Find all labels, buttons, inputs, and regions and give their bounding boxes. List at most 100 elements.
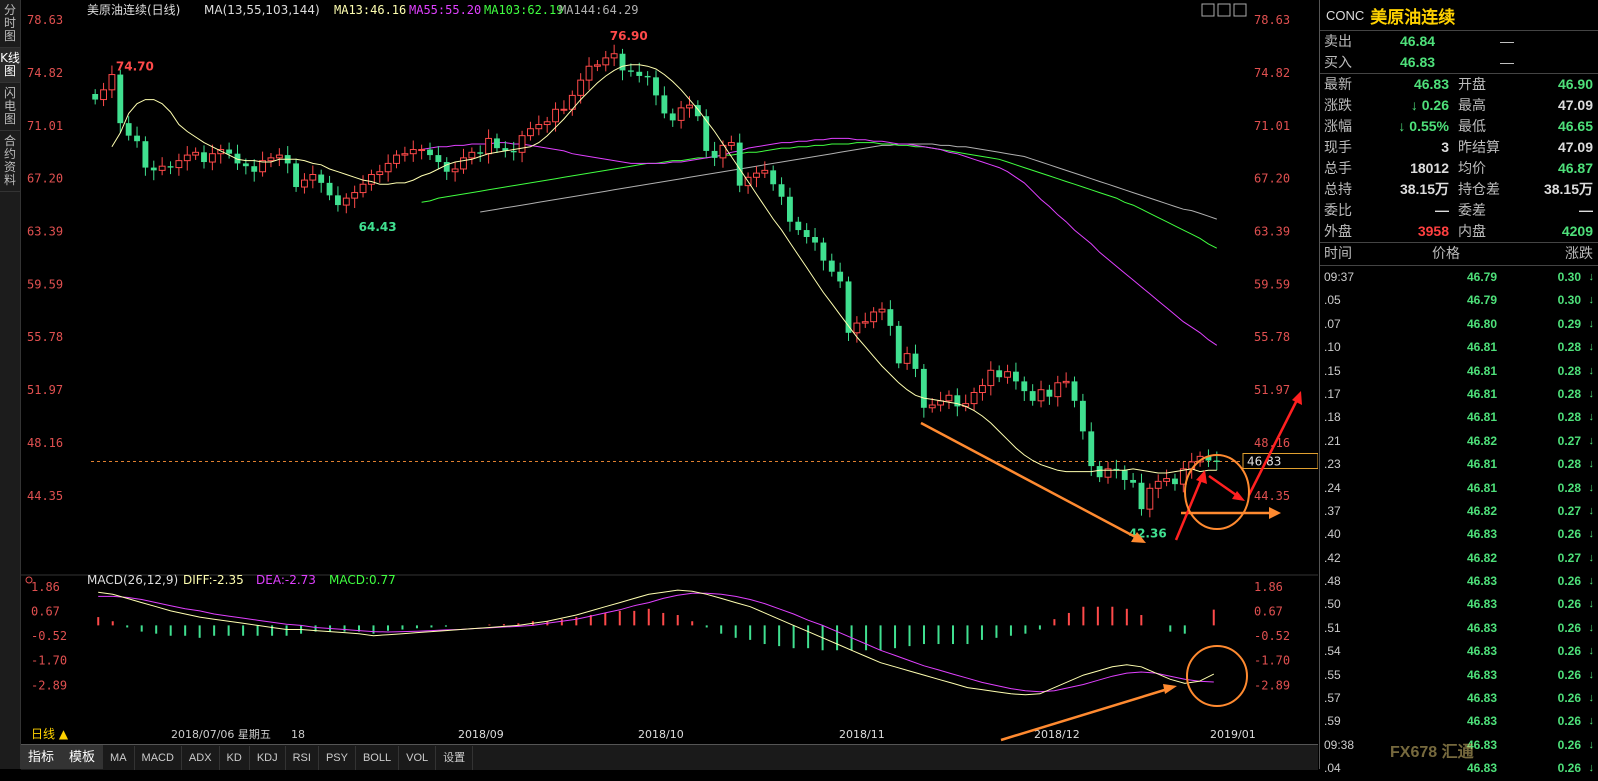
y-tick-left-3: 67.20 [27, 172, 63, 186]
tick-time: .10 [1324, 340, 1341, 355]
macd-tick-right-4: -2.89 [1254, 678, 1290, 692]
candle-body [703, 116, 710, 151]
y-tick-right-3: 67.20 [1254, 172, 1290, 186]
candle-body [753, 172, 760, 178]
tick-header-time: 时间 [1324, 245, 1352, 261]
stat-value: 46.83 [1413, 76, 1449, 92]
macd-button[interactable]: MACD [135, 746, 182, 770]
tick-row: .59 46.83 0.26 ↓ [1320, 710, 1598, 733]
ma-params-label: MA(13,55,103,144) [204, 3, 320, 17]
down-arrow-icon: ↓ [1588, 364, 1595, 377]
template-button[interactable]: 模板 [62, 745, 104, 769]
candle-body [996, 370, 1003, 378]
candle-body [661, 95, 668, 114]
tick-row: .55 46.83 0.26 ↓ [1320, 664, 1598, 687]
ask-volume: — [1500, 33, 1514, 49]
tick-row: .15 46.81 0.28 ↓ [1320, 360, 1598, 383]
candle-body [1179, 468, 1187, 485]
tick-change: 0.28 [1557, 340, 1581, 355]
tick-price: 46.83 [1466, 691, 1497, 706]
tick-change: 0.26 [1557, 574, 1581, 589]
stat-label: 委比 [1324, 202, 1352, 218]
down-arrow-icon: ↓ [1588, 271, 1595, 283]
cursor-date-suffix: 18 [291, 728, 305, 741]
candle-body [803, 230, 810, 238]
candle-body [945, 394, 953, 402]
psy-button[interactable]: PSY [319, 746, 356, 770]
y-tick-right-2: 71.01 [1254, 119, 1290, 133]
candle-body [619, 53, 626, 71]
candle-body [192, 151, 200, 156]
settings-button[interactable]: 设置 [436, 746, 474, 770]
candle-body [142, 141, 149, 168]
tab-kline[interactable]: K线图 [0, 48, 20, 83]
candle-body [1046, 389, 1053, 397]
candle-body [543, 121, 551, 126]
ma-value-2: MA103:62.19 [484, 3, 563, 17]
macd-tick-right-0: 1.86 [1254, 580, 1283, 594]
candle-body [669, 113, 676, 121]
candle-body [677, 107, 685, 121]
tab-flash[interactable]: 闪电图 [0, 83, 20, 131]
tick-change: 0.28 [1557, 363, 1581, 378]
tick-time: .54 [1324, 644, 1341, 659]
candle-body [552, 108, 559, 123]
macd-tick-left-4: -2.89 [31, 678, 67, 692]
candle-body [167, 166, 174, 168]
candle-body [359, 183, 367, 194]
tick-change: 0.28 [1557, 386, 1581, 401]
bid-label: 买入 [1324, 54, 1352, 70]
tick-price: 46.83 [1466, 527, 1497, 542]
vol-button[interactable]: VOL [399, 746, 437, 770]
candle-body [334, 195, 341, 206]
tick-header-change: 涨跌 [1565, 245, 1593, 261]
candle-body [1130, 479, 1137, 483]
stat-value: 38.15万 [1399, 181, 1449, 197]
tick-time: .05 [1324, 293, 1341, 308]
candle-body [393, 154, 400, 164]
candle-body [301, 179, 308, 188]
candle-body [1037, 389, 1045, 402]
down-arrow-icon: ↓ [1588, 621, 1595, 634]
tick-row: .48 46.83 0.26 ↓ [1320, 570, 1598, 593]
stat-value: 47.09 [1557, 139, 1593, 155]
tick-row: .54 46.83 0.26 ↓ [1320, 640, 1598, 663]
candle-body [175, 160, 183, 169]
tick-time: .48 [1324, 574, 1341, 589]
candle-body [820, 242, 827, 261]
tab-contract-info[interactable]: 合约资料 [0, 131, 20, 192]
adx-button[interactable]: ADX [182, 746, 220, 770]
y-tick-right-0: 78.63 [1254, 13, 1290, 27]
x-tick-4: 2019/01 [1210, 728, 1256, 741]
candle-body [134, 135, 140, 142]
rsi-button[interactable]: RSI [286, 746, 319, 770]
down-arrow-icon: ↓ [1588, 692, 1595, 705]
indicator-button[interactable]: 指标 [21, 745, 63, 769]
down-arrow-icon: ↓ [1588, 504, 1595, 517]
candle-body [636, 71, 643, 76]
kdj-button[interactable]: KDJ [250, 746, 286, 770]
candle-body [1113, 468, 1120, 471]
boll-button[interactable]: BOLL [356, 746, 400, 770]
kd-button[interactable]: KD [220, 746, 250, 770]
candle-body [494, 138, 500, 149]
tick-row: .42 46.82 0.27 ↓ [1320, 547, 1598, 570]
tick-price: 46.81 [1466, 386, 1497, 401]
candle-body [987, 369, 995, 387]
win-btn-2 [1217, 3, 1231, 17]
tab-timeshare[interactable]: 分时图 [0, 0, 20, 48]
y-tick-left-6: 55.78 [27, 330, 63, 344]
candle-body [878, 308, 886, 313]
stat-label: 最低 [1458, 118, 1486, 134]
stat-label: 昨结算 [1458, 139, 1500, 155]
y-tick-right-9: 44.35 [1254, 489, 1290, 503]
candle-body [226, 149, 233, 154]
ma-button[interactable]: MA [103, 746, 135, 770]
stat-label: 最新 [1324, 76, 1352, 92]
candle-body [970, 392, 978, 405]
price-chart[interactable]: 美原油连续(日线) MA(13,55,103,144) MA13:46.16 MA55… [21, 0, 1318, 744]
candle-body [242, 163, 249, 167]
tick-price: 46.83 [1466, 597, 1497, 612]
candle-body [342, 197, 350, 206]
tick-list[interactable]: 09:37 46.79 0.30 ↓ .05 46.79 0.30 ↓ .07 46.80 0.29… [1320, 266, 1598, 781]
